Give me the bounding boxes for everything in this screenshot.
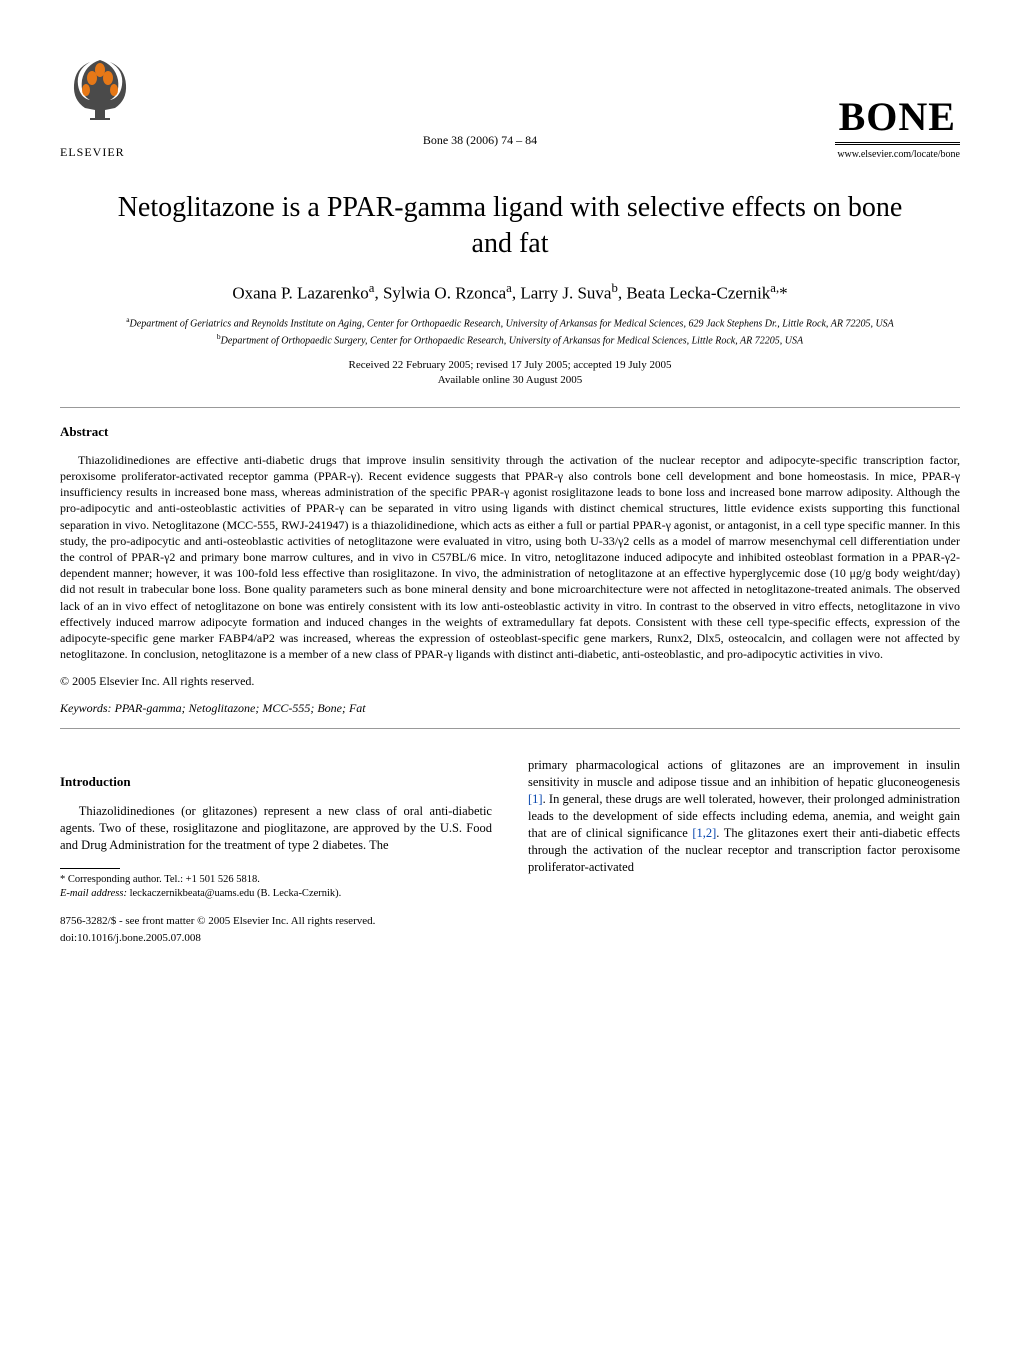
ref-link-2[interactable]: [1,2] [692,826,716,840]
email-value: leckaczernikbeata@uams.edu (B. Lecka-Cze… [130,888,342,899]
doi-line: doi:10.1016/j.bone.2005.07.008 [60,931,492,946]
front-matter-line: 8756-3282/$ - see front matter © 2005 El… [60,914,492,929]
divider [60,407,960,408]
affiliations: aDepartment of Geriatrics and Reynolds I… [60,315,960,348]
header-row: ELSEVIER Bone 38 (2006) 74 – 84 BONE www… [60,50,960,160]
elsevier-tree-icon [60,50,140,140]
footnote-separator [60,868,120,869]
journal-logo-text: BONE [835,93,960,145]
journal-logo-box: BONE www.elsevier.com/locate/bone [810,93,960,160]
copyright-line: © 2005 Elsevier Inc. All rights reserved… [60,674,960,689]
ref-link-1[interactable]: [1] [528,792,543,806]
keywords-label: Keywords: [60,701,112,715]
email-footnote: E-mail address: leckaczernikbeata@uams.e… [60,887,492,901]
received-line: Received 22 February 2005; revised 17 Ju… [60,358,960,373]
corresponding-author-footnote: * Corresponding author. Tel.: +1 501 526… [60,873,492,887]
keywords-line: Keywords: PPAR-gamma; Netoglitazone; MCC… [60,701,960,716]
divider [60,728,960,729]
intro-paragraph-left: Thiazolidinediones (or glitazones) repre… [60,803,492,854]
keywords-text: PPAR-gamma; Netoglitazone; MCC-555; Bone… [115,701,366,715]
author-2: Sylwia O. Rzonca [383,283,506,302]
introduction-heading: Introduction [60,773,492,791]
publisher-logo-box: ELSEVIER [60,50,150,160]
author-3: Larry J. Suva [520,283,611,302]
affiliation-a: aDepartment of Geriatrics and Reynolds I… [60,315,960,331]
abstract-text: Thiazolidinediones are effective anti-di… [60,452,960,662]
journal-url: www.elsevier.com/locate/bone [810,149,960,160]
body-columns: Introduction Thiazolidinediones (or glit… [60,757,960,946]
available-online-line: Available online 30 August 2005 [60,373,960,388]
right-column: primary pharmacological actions of glita… [528,757,960,946]
author-4: Beata Lecka-Czernik [626,283,770,302]
citation-line: Bone 38 (2006) 74 – 84 [423,133,537,160]
abstract-heading: Abstract [60,424,960,440]
author-1: Oxana P. Lazarenko [232,283,368,302]
intro-paragraph-right: primary pharmacological actions of glita… [528,757,960,875]
left-column: Introduction Thiazolidinediones (or glit… [60,757,492,946]
affiliation-b: bDepartment of Orthopaedic Surgery, Cent… [60,332,960,348]
article-title: Netoglitazone is a PPAR-gamma ligand wit… [100,190,920,263]
authors-line: Oxana P. Lazarenkoa, Sylwia O. Rzoncaa, … [60,281,960,304]
email-label: E-mail address: [60,888,127,899]
article-dates: Received 22 February 2005; revised 17 Ju… [60,358,960,389]
publisher-name: ELSEVIER [60,145,150,160]
